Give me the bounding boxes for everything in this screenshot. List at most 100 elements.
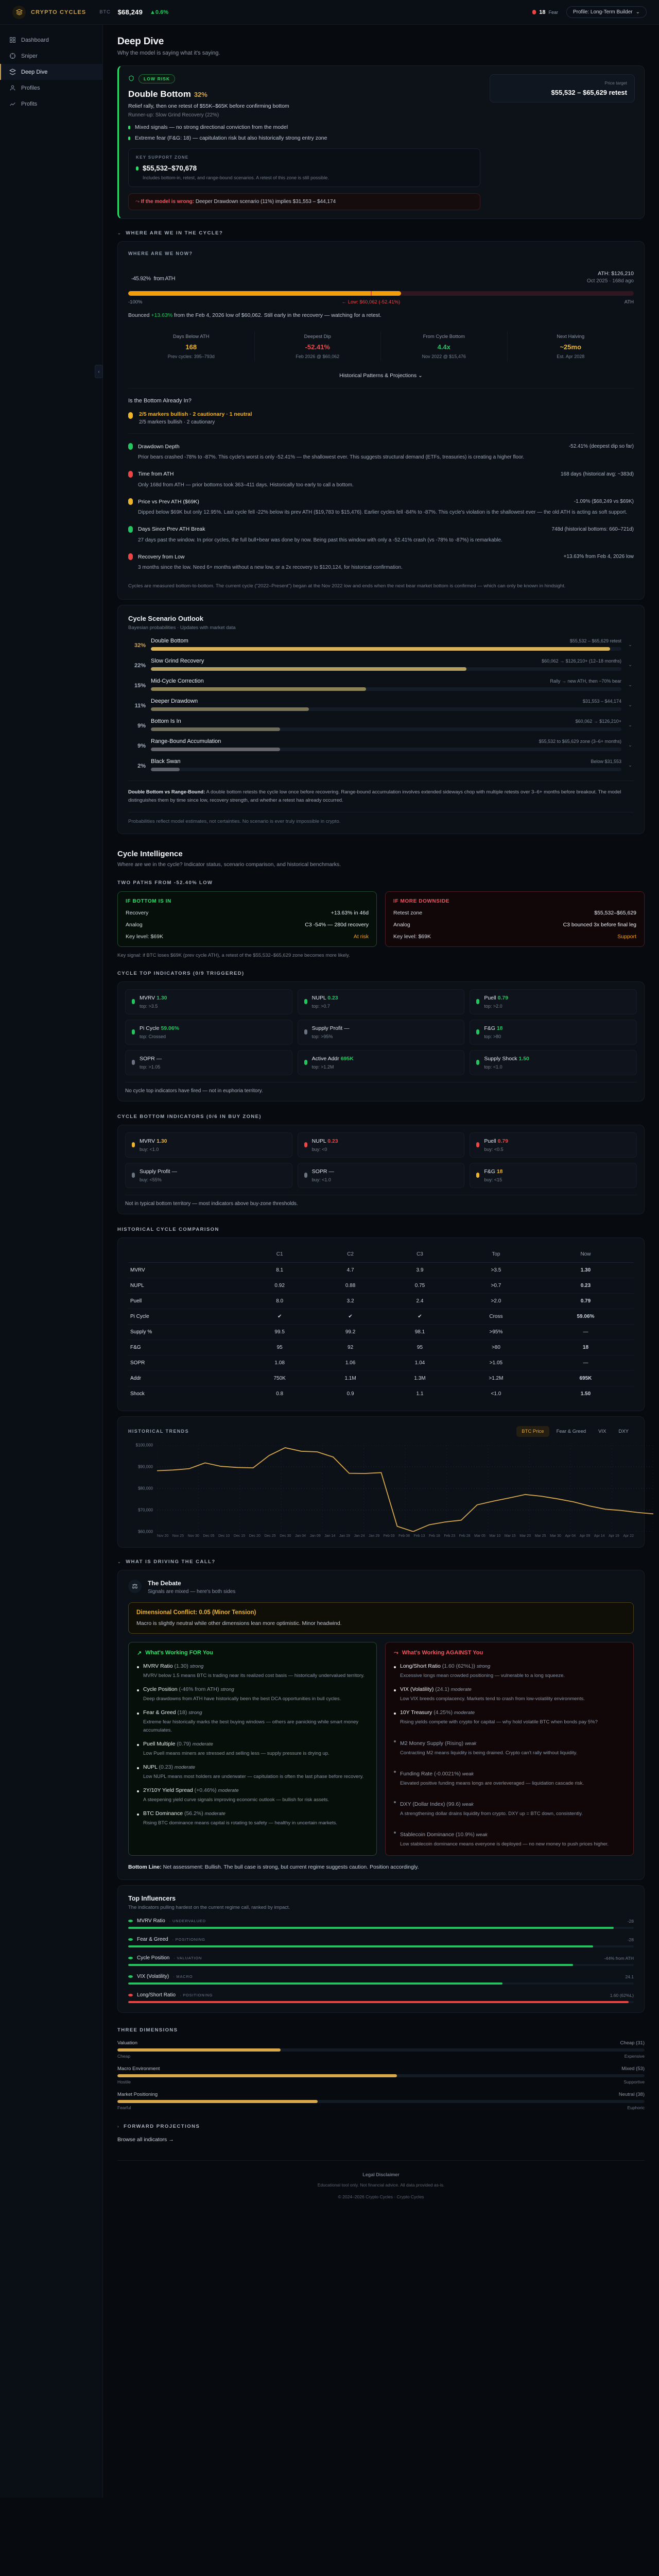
- marker-dot-icon: [128, 526, 133, 533]
- table-cell: F&G: [128, 1340, 244, 1355]
- path-key: Analog: [126, 921, 143, 928]
- scenario-row[interactable]: 2% Black Swan Below $31,553 ⌄: [128, 758, 634, 771]
- table-cell: 95: [244, 1340, 316, 1355]
- marker-desc: 27 days past the window. In prior cycles…: [138, 537, 502, 543]
- chart-tab[interactable]: VIX: [598, 1428, 606, 1434]
- table-cell: 1.04: [385, 1355, 455, 1371]
- scenario-row[interactable]: 22% Slow Grind Recovery $60,062 → $126,2…: [128, 658, 634, 671]
- marker-name: Days Since Prev ATH Break: [138, 526, 205, 532]
- factor-desc: Excessive longs mean crowded positioning…: [400, 1672, 565, 1679]
- table-row: Addr 750K 1.1M 1.3M >1.2M 695K: [128, 1370, 634, 1386]
- x-tick-label: Mar 10: [489, 1534, 501, 1538]
- chevron-down-icon[interactable]: ⌄: [628, 702, 632, 707]
- chevron-down-icon[interactable]: ⌄: [628, 641, 632, 647]
- fear-greed-chip[interactable]: 18 Fear: [532, 9, 558, 15]
- sidebar-item-dashboard[interactable]: Dashboard: [0, 32, 102, 48]
- scenario-bar-fill: [151, 667, 467, 671]
- influencer-row: Long/Short Ratio · POSITIONING 1.60 (62%…: [128, 1992, 634, 2004]
- scenario-summary: Relief rally, then one retest of $55K–$6…: [128, 103, 289, 109]
- indicator-threshold: buy: <0.5: [484, 1146, 504, 1152]
- scenario-row[interactable]: 32% Double Bottom $55,532 – $65,629 rete…: [128, 638, 634, 651]
- sidebar-collapse-toggle[interactable]: ‹: [95, 365, 103, 378]
- sidebar-item-profits[interactable]: Profits: [0, 96, 102, 112]
- sidebar-label: Sniper: [21, 53, 38, 59]
- fear-greed-word: Fear: [548, 9, 558, 15]
- scenario-row[interactable]: 11% Deeper Drawdown $31,553 – $44,174 ⌄: [128, 698, 634, 711]
- path-title: IF MORE DOWNSIDE: [393, 898, 450, 904]
- indicator-dot-icon: [132, 999, 135, 1005]
- influencer-tag: · POSITIONING: [180, 1993, 213, 1998]
- indicator-value: —: [344, 1025, 350, 1031]
- chevron-down-icon[interactable]: ⌄: [628, 722, 632, 727]
- bounce-suffix: from the Feb 4, 2026 low of $60,062. Sti…: [172, 312, 381, 318]
- table-cell: 1.3M: [385, 1370, 455, 1386]
- scenario-bar: [151, 707, 621, 711]
- cycle-progress-fill: [128, 291, 402, 296]
- profile-selector[interactable]: Profile: Long-Term Builder ⌄: [566, 6, 647, 18]
- section-forward-header[interactable]: › FORWARD PROJECTIONS: [117, 2124, 645, 2129]
- sidebar-item-profiles[interactable]: Profiles: [0, 80, 102, 96]
- table-header: [128, 1247, 244, 1263]
- marker-value: -52.41% (deepest dip so far): [568, 444, 634, 449]
- hero-bullets: Mixed signals — no strong directional co…: [128, 124, 480, 141]
- scenario-row[interactable]: 9% Range-Bound Accumulation $55,532 to $…: [128, 738, 634, 751]
- influencer-dot-icon: [128, 1938, 133, 1941]
- support-dot-icon: [136, 166, 138, 171]
- brand[interactable]: CRYPTO CYCLES: [12, 5, 86, 19]
- scenario-row[interactable]: 15% Mid-Cycle Correction Rally → new ATH…: [128, 678, 634, 691]
- bullet-text: Extreme fear (F&G: 18) — capitulation ri…: [135, 135, 327, 141]
- top-bar: CRYPTO CYCLES BTC $68,249 ▲0.6% 18 Fear …: [0, 0, 659, 25]
- chevron-down-icon[interactable]: ⌄: [628, 762, 632, 768]
- bottom-line: Bottom Line: Net assessment: Bullish. Th…: [128, 1864, 634, 1870]
- indicator-threshold: buy: <1.0: [311, 1177, 331, 1182]
- footer-line-1: Educational tool only. Not financial adv…: [317, 2182, 445, 2188]
- dimension-row: Valuation Cheap (31) Cheap Expensive: [117, 2040, 645, 2059]
- indicator-threshold: buy: <0: [311, 1146, 327, 1152]
- table-row: NUPL 0.92 0.88 0.75 >0.7 0.23: [128, 1278, 634, 1294]
- indicator-value: 59.06%: [161, 1025, 180, 1031]
- chart-tab[interactable]: BTC Price: [516, 1426, 549, 1437]
- table-cell: 1.30: [537, 1262, 634, 1278]
- section-driving-header[interactable]: ⌄ WHAT IS DRIVING THE CALL?: [117, 1559, 645, 1565]
- scenario-bar: [151, 647, 621, 651]
- factor-desc: Low stablecoin dominance means everyone …: [400, 1841, 609, 1848]
- indicator-tile: Active Addr 695K top: >1.2M: [297, 1049, 465, 1075]
- chevron-down-icon[interactable]: ⌄: [628, 682, 632, 687]
- factor-header: NUPL (0.23) moderate: [143, 1764, 196, 1770]
- table-cell: 695K: [537, 1370, 634, 1386]
- working-against-title: What's Working AGAINST You: [402, 1650, 483, 1656]
- chart-tab[interactable]: DXY: [618, 1428, 629, 1434]
- x-tick-label: Jan 09: [309, 1534, 321, 1538]
- indicator-value: 1.30: [157, 994, 167, 1001]
- factor-desc: Extreme fear historically marks the best…: [143, 1719, 359, 1733]
- historical-patterns-toggle[interactable]: Historical Patterns & Projections ⌄: [128, 372, 634, 379]
- factor-item: NUPL (0.23) moderate Low NUPL means most…: [137, 1764, 368, 1781]
- chevron-down-icon[interactable]: ⌄: [628, 742, 632, 748]
- scenario-name: Double Bottom: [151, 637, 188, 644]
- scenario-pct: 2%: [137, 762, 146, 769]
- scenario-target: $60,062 → $126,210+: [575, 718, 621, 724]
- chart-tab[interactable]: Fear & Greed: [556, 1428, 586, 1434]
- marker-name: Recovery from Low: [138, 553, 185, 560]
- footer-line-2: © 2024–2026 Crypto Cycles · Crypto Cycle…: [338, 2194, 424, 2199]
- sidebar-item-deep-dive[interactable]: Deep Dive: [0, 64, 102, 80]
- browse-all-indicators-link[interactable]: Browse all indicators →: [117, 2137, 645, 2143]
- indicator-tile: Puell 0.79 buy: <0.5: [470, 1132, 637, 1158]
- scenario-note-text: A double bottom retests the cycle low on…: [128, 789, 621, 803]
- scenario-name: Black Swan: [151, 758, 181, 765]
- factor-item: 2Y/10Y Yield Spread (+0.46%) moderate A …: [137, 1787, 368, 1804]
- track-low-label: ← Low: $60,062 (-52.41%): [341, 299, 401, 305]
- chevron-down-icon[interactable]: ⌄: [628, 662, 632, 667]
- section-cycle-header[interactable]: ⌄ WHERE ARE WE IN THE CYCLE?: [117, 230, 645, 236]
- y-tick-label: $60,000: [138, 1529, 153, 1534]
- scenario-row[interactable]: 9% Bottom Is In $60,062 → $126,210+ ⌄: [128, 718, 634, 731]
- indicator-value: 0.23: [327, 994, 338, 1001]
- factor-desc: Rising BTC dominance means capital is ro…: [143, 1820, 338, 1826]
- indicator-dot-icon: [304, 1142, 307, 1148]
- influencer-name: Long/Short Ratio: [137, 1992, 176, 1998]
- top-influencers-card: Top Influencers The indicators pulling h…: [117, 1885, 645, 2013]
- stat-sub: Prev cycles: 395–793d: [167, 354, 215, 359]
- x-tick-label: Jan 29: [369, 1534, 380, 1538]
- sidebar-item-sniper[interactable]: Sniper: [0, 48, 102, 64]
- marker-name: Price vs Prev ATH ($69K): [138, 498, 199, 505]
